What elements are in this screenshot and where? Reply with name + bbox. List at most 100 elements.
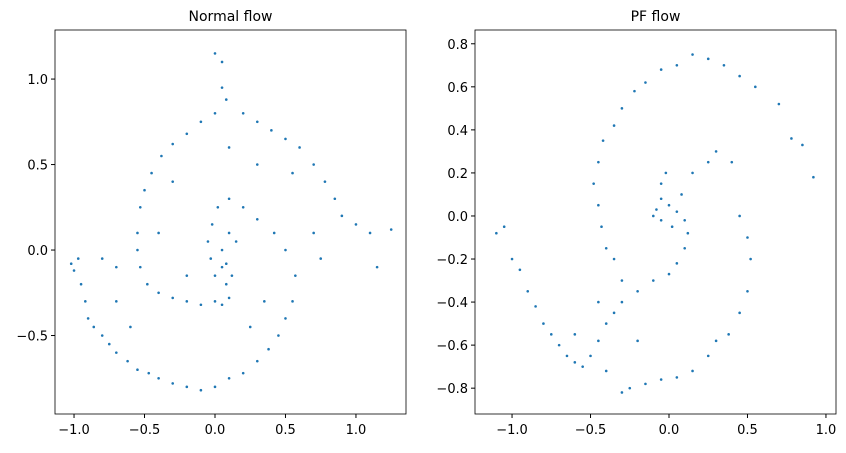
point [714, 339, 718, 343]
point [267, 347, 270, 351]
point [255, 359, 259, 363]
point [298, 146, 301, 149]
point [76, 257, 80, 260]
x-tick-label: 1.0 [346, 423, 367, 438]
point [375, 265, 379, 269]
point [604, 322, 608, 325]
point [115, 300, 118, 303]
point [612, 257, 616, 261]
point [691, 369, 694, 373]
point [812, 175, 815, 179]
point [597, 339, 600, 343]
y-tick-label: 0.4 [447, 124, 468, 139]
point [220, 86, 224, 89]
point [213, 300, 217, 303]
point [573, 361, 577, 364]
point [220, 303, 224, 307]
point [224, 282, 228, 286]
point [199, 303, 203, 307]
point [227, 296, 231, 300]
x-tick-label: −0.5 [129, 423, 161, 438]
point [620, 300, 624, 304]
point [129, 325, 132, 329]
point [691, 171, 694, 175]
chart-title: Normal flow [189, 9, 273, 25]
point [746, 290, 749, 293]
point [510, 257, 514, 261]
point [241, 111, 245, 115]
x-tick-label: −1.0 [58, 423, 90, 438]
y-tick-label: 0.5 [27, 159, 48, 174]
point [601, 139, 605, 142]
y-tick-label: 1.0 [27, 73, 48, 88]
point [749, 257, 752, 261]
point [714, 150, 718, 153]
point [227, 146, 231, 149]
point [206, 240, 210, 243]
point [600, 225, 603, 229]
point [691, 53, 694, 56]
point [224, 98, 228, 101]
y-tick-label: −0.5 [16, 330, 48, 345]
point [667, 272, 671, 276]
point [652, 279, 655, 282]
point [727, 333, 730, 336]
point [263, 300, 266, 303]
point [255, 217, 259, 221]
point [115, 265, 118, 269]
x-tick-label: 0.5 [737, 423, 758, 438]
point [722, 64, 726, 67]
point [100, 257, 104, 260]
point [655, 208, 658, 211]
point [220, 248, 224, 252]
point [234, 240, 238, 243]
point [210, 223, 214, 226]
x-tick-label: 1.0 [816, 423, 837, 438]
point [136, 231, 139, 235]
point [542, 322, 545, 325]
point [86, 317, 90, 320]
point [604, 246, 608, 250]
point [738, 74, 741, 78]
point [706, 160, 710, 164]
point [664, 171, 668, 175]
point [612, 311, 616, 315]
point [157, 231, 160, 235]
point [597, 300, 600, 304]
point [284, 317, 287, 320]
point [69, 262, 73, 266]
point [115, 351, 118, 354]
point [227, 231, 231, 235]
point [667, 203, 671, 207]
point [150, 171, 153, 175]
point [389, 228, 393, 231]
y-tick-label: −0.2 [436, 253, 468, 268]
point [319, 257, 323, 260]
point [171, 296, 175, 300]
y-tick-label: 0.6 [447, 81, 468, 96]
point [652, 214, 655, 218]
point [534, 305, 537, 308]
point [241, 371, 245, 375]
point [573, 333, 577, 336]
point [171, 382, 175, 385]
point [171, 142, 175, 146]
point [209, 257, 213, 260]
point [213, 385, 217, 389]
point [312, 231, 315, 235]
point [746, 236, 749, 239]
y-tick-label: 0.8 [447, 38, 468, 53]
y-tick-label: −0.4 [436, 296, 468, 311]
point [354, 223, 358, 226]
point [675, 64, 679, 67]
point [592, 182, 595, 185]
point [581, 365, 584, 368]
point [706, 57, 710, 61]
x-tick-label: 0.0 [205, 423, 226, 438]
point [220, 265, 224, 269]
point [92, 325, 96, 329]
x-tick-label: −1.0 [496, 423, 528, 438]
point [659, 197, 663, 201]
point [495, 231, 498, 235]
